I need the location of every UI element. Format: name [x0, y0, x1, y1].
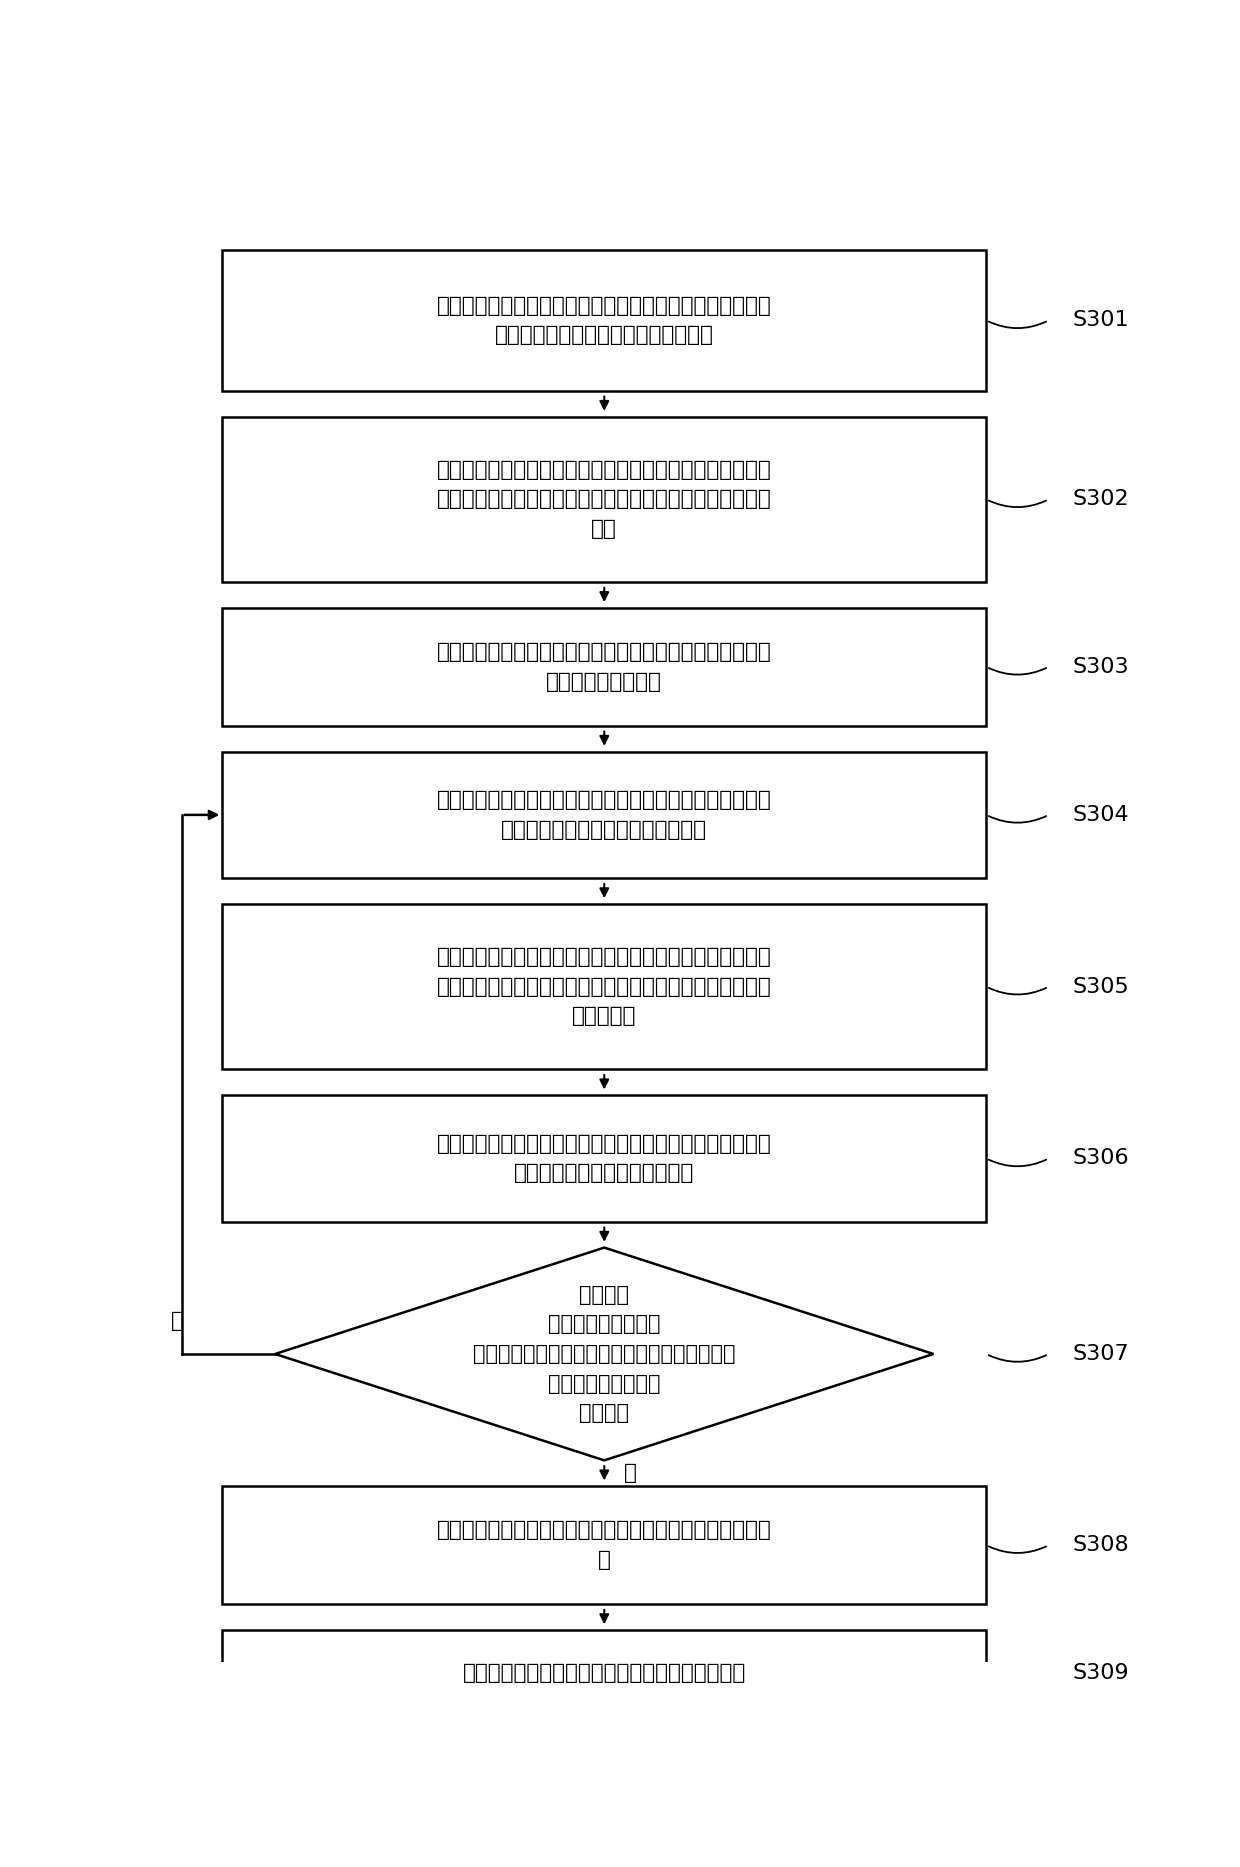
- Bar: [222, 609, 986, 726]
- Text: S303: S303: [1073, 657, 1130, 678]
- Text: 预定义多个老化阶段，多个老化阶段包括老化初期阶段、老
化末期阶段以及至少一个老化中期阶段: 预定义多个老化阶段，多个老化阶段包括老化初期阶段、老 化末期阶段以及至少一个老化…: [436, 295, 771, 345]
- Text: 针对电池
当前所处的老化区间
进行计数处理得到计数值，判断多个老化区间的
计数值之和是否达到
预设阈值: 针对电池 当前所处的老化区间 进行计数处理得到计数值，判断多个老化区间的 计数值…: [472, 1284, 735, 1423]
- Text: S304: S304: [1073, 805, 1130, 825]
- Polygon shape: [275, 1247, 934, 1460]
- Bar: [222, 1630, 986, 1716]
- Bar: [222, 904, 986, 1070]
- Bar: [222, 752, 986, 877]
- Text: 是: 是: [624, 1464, 636, 1482]
- Bar: [222, 1486, 986, 1604]
- Text: S305: S305: [1073, 976, 1130, 997]
- Text: S308: S308: [1073, 1535, 1130, 1555]
- Text: 根据各个老化区间的计数值，计算各个老化区间的老化增长
率: 根据各个老化区间的计数值，计算各个老化区间的老化增长 率: [436, 1520, 771, 1570]
- Text: 将当前负载电压与多个实验负载电压进行比较，根据比较结
果确定电池当前所处的老化区间: 将当前负载电压与多个实验负载电压进行比较，根据比较结 果确定电池当前所处的老化区…: [436, 1133, 771, 1184]
- Text: 将各个老化阶段的实验负载电压与实验参数的对应关系数据
存储至电池管理系统: 将各个老化阶段的实验负载电压与实验参数的对应关系数据 存储至电池管理系统: [436, 642, 771, 691]
- Text: S301: S301: [1073, 310, 1130, 330]
- Text: 若当前参数值满足预设条件，则采集预设电池参数的当前参
数值，以及采集电池的当前负载电压: 若当前参数值满足预设条件，则采集预设电池参数的当前参 数值，以及采集电池的当前负…: [436, 790, 771, 840]
- Bar: [222, 250, 986, 390]
- Text: 针对各个老化阶段，测量不同实验参数对应的实验负载电压
，得到各个老化阶段的实验负载电压与实验参数的对应关系
数据: 针对各个老化阶段，测量不同实验参数对应的实验负载电压 ，得到各个老化阶段的实验负…: [436, 459, 771, 540]
- Bar: [222, 1096, 986, 1221]
- Text: 依据当前参数值查询各个老化阶段的实验负载电压与实验参
数的对应关系数据，得到与各个老化阶段一一对应的多个实
验负载电压: 依据当前参数值查询各个老化阶段的实验负载电压与实验参 数的对应关系数据，得到与各…: [436, 947, 771, 1027]
- Text: 根据各个老化区间的老化增长率估算电池老化状态: 根据各个老化区间的老化增长率估算电池老化状态: [463, 1663, 746, 1684]
- Text: S306: S306: [1073, 1148, 1130, 1169]
- Text: 否: 否: [171, 1311, 184, 1331]
- Bar: [222, 416, 986, 583]
- Text: S309: S309: [1073, 1663, 1130, 1684]
- Text: S302: S302: [1073, 489, 1130, 510]
- Text: S307: S307: [1073, 1344, 1130, 1365]
